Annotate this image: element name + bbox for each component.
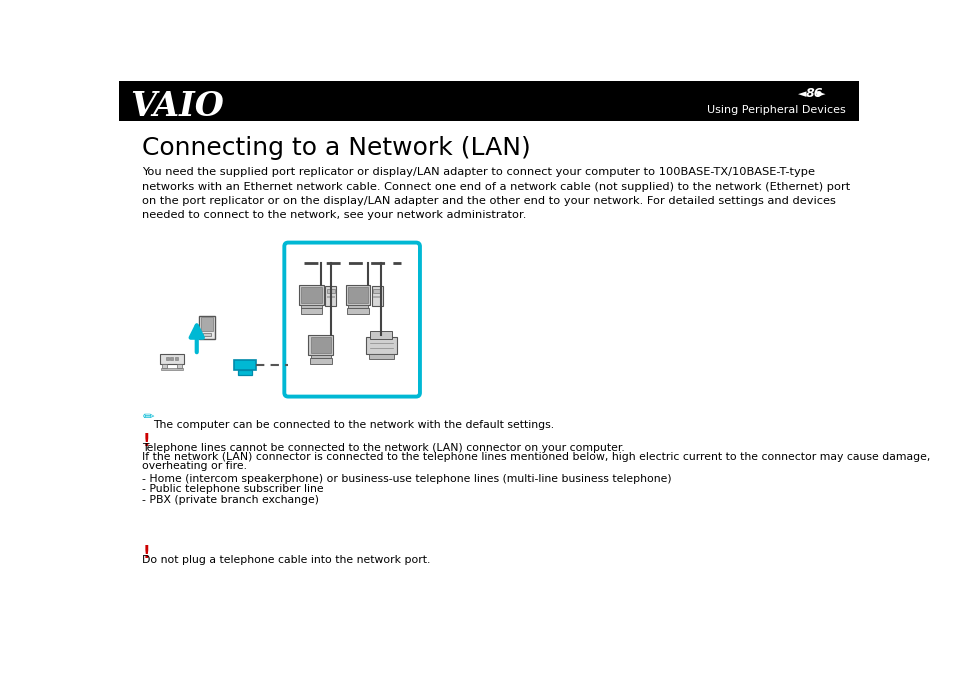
Text: !: ! — [142, 545, 150, 562]
Text: 86: 86 — [805, 88, 822, 100]
FancyBboxPatch shape — [284, 243, 419, 396]
Bar — [160, 355, 183, 364]
Text: - Home (intercom speakerphone) or business-use telephone lines (multi-line busin: - Home (intercom speakerphone) or busine… — [142, 474, 672, 483]
Text: overheating or fire.: overheating or fire. — [142, 461, 247, 471]
Text: !: ! — [142, 432, 150, 450]
Bar — [365, 337, 396, 355]
Text: If the network (LAN) connector is connected to the telephone lines mentioned bel: If the network (LAN) connector is connec… — [142, 452, 930, 462]
Text: ►: ► — [816, 89, 824, 99]
Bar — [237, 371, 252, 375]
Bar — [300, 308, 322, 314]
Text: Do not plug a telephone cable into the network port.: Do not plug a telephone cable into the n… — [142, 555, 431, 565]
Text: Using Peripheral Devices: Using Peripheral Devices — [707, 105, 845, 115]
Text: VAIO: VAIO — [130, 90, 224, 123]
Bar — [370, 331, 392, 339]
Bar — [373, 296, 381, 298]
Bar — [311, 355, 331, 358]
Bar — [348, 305, 368, 308]
Bar — [308, 335, 333, 355]
Bar — [325, 286, 335, 307]
Bar — [311, 337, 331, 353]
Bar — [199, 315, 214, 339]
Bar — [171, 357, 173, 361]
Bar — [161, 368, 183, 371]
Bar — [310, 358, 332, 364]
Bar — [301, 287, 321, 303]
Bar — [177, 364, 182, 368]
Bar — [373, 288, 381, 293]
Text: The computer can be connected to the network with the default settings.: The computer can be connected to the net… — [153, 420, 554, 430]
Bar — [345, 285, 370, 305]
Bar — [200, 317, 213, 331]
Bar — [174, 357, 178, 361]
Bar — [369, 355, 394, 359]
Text: You need the supplied port replicator or display/LAN adapter to connect your com: You need the supplied port replicator or… — [142, 167, 850, 220]
Bar — [372, 286, 382, 307]
Bar — [162, 364, 167, 368]
FancyBboxPatch shape — [119, 81, 858, 121]
Bar — [348, 287, 368, 303]
Bar — [233, 360, 255, 371]
Bar — [301, 305, 321, 308]
Text: Connecting to a Network (LAN): Connecting to a Network (LAN) — [142, 136, 531, 160]
Text: - Public telephone subscriber line: - Public telephone subscriber line — [142, 485, 324, 494]
Bar — [298, 285, 323, 305]
Bar — [327, 288, 335, 293]
Text: - PBX (private branch exchange): - PBX (private branch exchange) — [142, 495, 319, 505]
Bar — [203, 333, 211, 336]
Text: ✏: ✏ — [142, 410, 154, 425]
Bar — [327, 296, 335, 298]
Bar — [347, 308, 369, 314]
Text: ◄: ◄ — [798, 89, 806, 99]
Text: Telephone lines cannot be connected to the network (LAN) connector on your compu: Telephone lines cannot be connected to t… — [142, 443, 624, 453]
Bar — [166, 357, 169, 361]
